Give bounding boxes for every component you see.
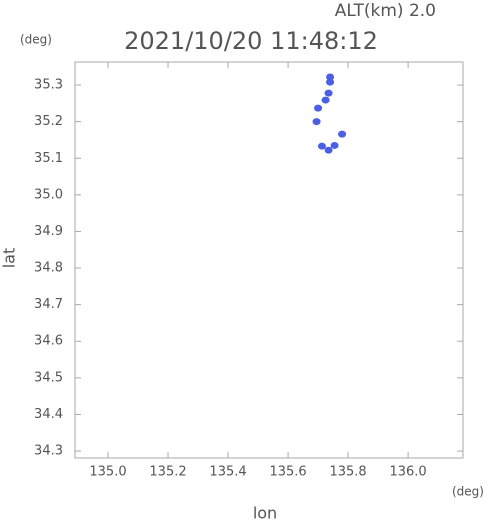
chart-title: 2021/10/20 11:48:12 xyxy=(124,27,378,55)
y-unit: (deg) xyxy=(20,33,52,47)
y-tick-label: 34.6 xyxy=(34,334,63,349)
y-tick-label: 34.3 xyxy=(34,444,63,459)
y-tick-label: 34.4 xyxy=(34,407,63,422)
y-tick-label: 35.1 xyxy=(34,151,63,166)
x-tick-label: 135.8 xyxy=(329,465,366,480)
x-tick-label: 135.2 xyxy=(149,465,186,480)
echo-point xyxy=(326,73,335,81)
echo-point xyxy=(317,142,326,150)
y-tick-label: 34.8 xyxy=(34,261,63,276)
x-tick-label: 135.0 xyxy=(89,465,126,480)
y-tick-label: 34.7 xyxy=(34,297,63,312)
x-axis-label: lon xyxy=(253,504,277,522)
x-unit: (deg) xyxy=(452,485,484,499)
plot-frame xyxy=(74,61,464,459)
x-tick-label: 135.6 xyxy=(269,465,306,480)
y-tick-label: 35.2 xyxy=(34,114,63,129)
echo-point xyxy=(324,89,333,97)
y-axis-label: lat xyxy=(0,248,19,269)
echo-point xyxy=(338,130,347,138)
y-tick-label: 34.5 xyxy=(34,370,63,385)
x-tick-label: 135.4 xyxy=(209,465,246,480)
altitude-label: ALT(km) 2.0 xyxy=(335,1,436,21)
echo-point xyxy=(314,104,323,112)
x-tick-label: 136.0 xyxy=(389,465,426,480)
echo-point xyxy=(330,141,339,149)
y-tick-label: 35.3 xyxy=(34,78,63,93)
echo-point xyxy=(312,118,321,126)
echo-point xyxy=(326,78,335,86)
echo-point xyxy=(321,96,330,104)
y-tick-label: 34.9 xyxy=(34,224,63,239)
echo-point xyxy=(324,146,333,154)
y-tick-label: 35.0 xyxy=(34,187,63,202)
